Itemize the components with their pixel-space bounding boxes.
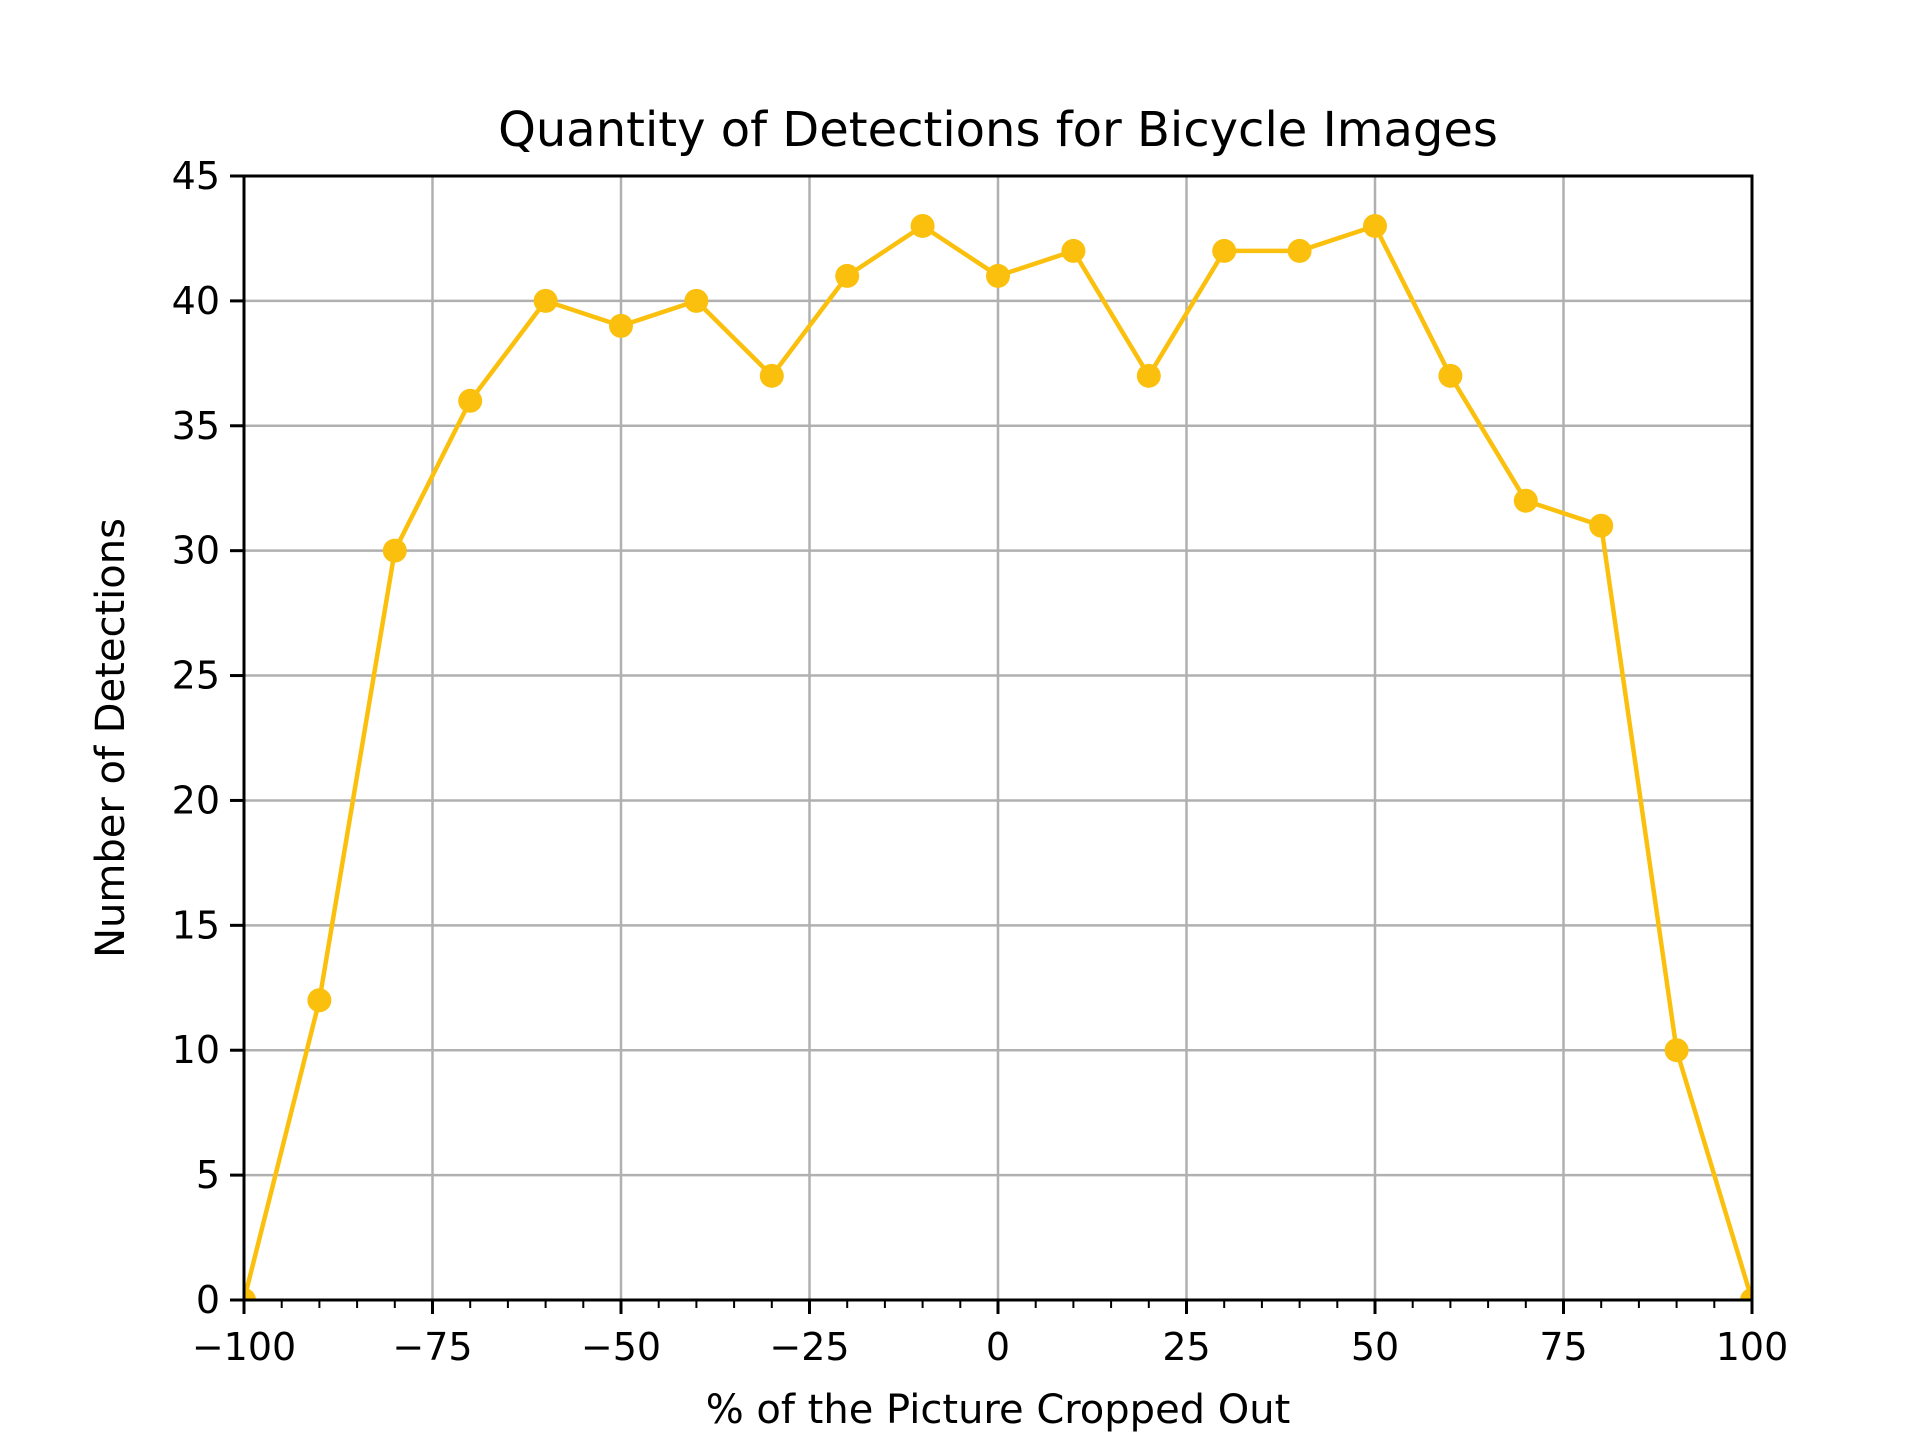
series-clip-group — [244, 213, 1752, 1300]
grid — [242, 174, 1754, 1302]
data-point — [1513, 488, 1538, 513]
data-point — [1438, 363, 1463, 388]
x-tick-label: 100 — [1716, 1325, 1789, 1369]
data-point — [1363, 213, 1387, 238]
data-point — [1740, 1288, 1752, 1300]
data-point — [986, 263, 1010, 288]
y-tick-label: 10 — [172, 1028, 220, 1072]
x-axis-label: % of the Picture Cropped Out — [706, 1387, 1291, 1433]
y-tick-label: 45 — [172, 154, 220, 198]
data-point — [458, 388, 483, 413]
y-tick-label: 20 — [172, 778, 220, 822]
data-point — [910, 213, 935, 238]
data-point — [1287, 238, 1312, 263]
y-tick-label: 30 — [172, 529, 220, 573]
x-tick-label: 50 — [1351, 1325, 1399, 1369]
x-tick-label: −100 — [192, 1325, 296, 1369]
x-tick-label: 0 — [986, 1325, 1010, 1369]
data-point — [684, 288, 709, 313]
data-point — [533, 288, 558, 313]
y-tick-label: 15 — [172, 903, 220, 947]
x-axis: −100 −75 −50 −25 0 25 50 75 100 — [192, 1300, 1788, 1369]
x-tick-label: 25 — [1162, 1325, 1210, 1369]
series-layer — [244, 213, 1752, 1300]
y-tick-label: 40 — [172, 279, 220, 323]
y-axis-label: Number of Detections — [88, 518, 134, 958]
data-point — [1136, 363, 1161, 388]
x-tick-label: −50 — [581, 1325, 661, 1369]
data-point — [1061, 238, 1086, 263]
x-tick-label: −75 — [392, 1325, 472, 1369]
data-point — [307, 988, 332, 1013]
data-point — [1212, 238, 1237, 263]
y-tick-label: 25 — [172, 654, 220, 698]
y-axis: 0 5 10 15 20 25 30 35 40 45 — [172, 154, 244, 1322]
chart-title: Quantity of Detections for Bicycle Image… — [498, 102, 1498, 158]
data-point — [1589, 513, 1614, 538]
data-point — [609, 313, 633, 338]
data-point — [759, 363, 784, 388]
data-point — [244, 1288, 256, 1300]
y-tick-label: 35 — [172, 404, 220, 448]
y-tick-label: 0 — [196, 1278, 220, 1322]
x-tick-label: −25 — [769, 1325, 849, 1369]
data-point — [835, 263, 860, 288]
x-tick-label: 75 — [1539, 1325, 1587, 1369]
data-point — [382, 538, 407, 563]
data-point — [1664, 1038, 1689, 1063]
y-tick-label: 5 — [196, 1153, 220, 1197]
